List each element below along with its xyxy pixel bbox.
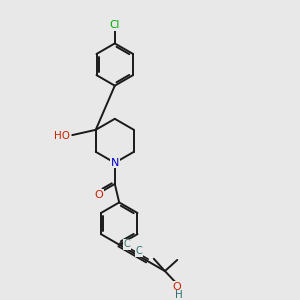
Text: C: C (124, 239, 131, 249)
Text: O: O (94, 190, 103, 200)
Text: C: C (136, 246, 142, 256)
Text: Cl: Cl (110, 20, 120, 30)
Text: N: N (111, 158, 119, 168)
Text: H: H (175, 290, 182, 300)
Text: HO: HO (54, 131, 70, 141)
Text: O: O (172, 282, 181, 292)
